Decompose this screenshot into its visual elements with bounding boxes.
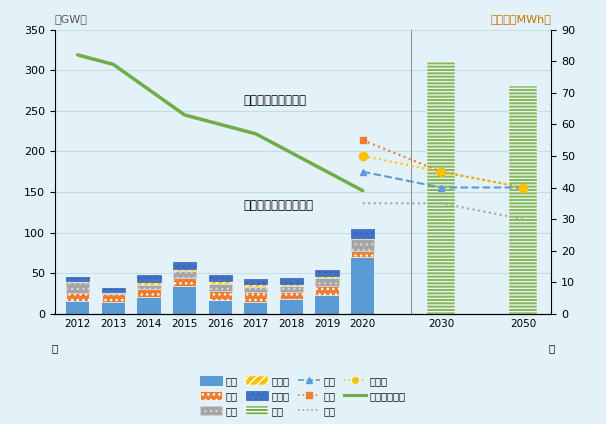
- Text: 新規設備容量（左軸）: 新規設備容量（左軸）: [244, 199, 313, 212]
- Bar: [351, 251, 375, 257]
- Bar: [138, 289, 161, 298]
- Bar: [66, 293, 89, 301]
- Bar: [316, 270, 339, 276]
- Bar: [351, 238, 375, 239]
- Bar: [508, 86, 537, 314]
- Bar: [173, 269, 196, 271]
- Text: 年: 年: [548, 343, 554, 354]
- Bar: [316, 278, 339, 286]
- Bar: [208, 275, 231, 282]
- Bar: [66, 281, 89, 282]
- Text: （GW）: （GW）: [55, 14, 87, 24]
- Bar: [280, 287, 303, 292]
- Bar: [138, 285, 161, 289]
- Bar: [427, 62, 455, 314]
- Bar: [208, 284, 231, 291]
- Bar: [138, 298, 161, 314]
- Bar: [173, 271, 196, 278]
- Legend: 中国, 欧州, 米国, インド, その他, 世界, 中国, 欧州, 米国, インド, 世界（右軸）: 中国, 欧州, 米国, インド, その他, 世界, 中国, 欧州, 米国, イン…: [197, 373, 409, 419]
- Bar: [208, 291, 231, 300]
- Bar: [208, 300, 231, 314]
- Bar: [138, 275, 161, 282]
- Bar: [244, 284, 267, 287]
- Bar: [280, 285, 303, 287]
- Bar: [102, 292, 125, 293]
- Text: （ドル／MWh）: （ドル／MWh）: [491, 14, 551, 24]
- Bar: [102, 301, 125, 314]
- Bar: [351, 239, 375, 251]
- Bar: [316, 295, 339, 314]
- Bar: [102, 288, 125, 292]
- Bar: [102, 294, 125, 301]
- Bar: [244, 287, 267, 293]
- Bar: [351, 257, 375, 314]
- Bar: [138, 282, 161, 285]
- Bar: [351, 229, 375, 238]
- Bar: [66, 282, 89, 293]
- Bar: [173, 262, 196, 269]
- Text: 年: 年: [52, 343, 58, 354]
- Bar: [244, 302, 267, 314]
- Bar: [280, 299, 303, 314]
- Bar: [173, 278, 196, 286]
- Bar: [173, 286, 196, 314]
- Bar: [280, 277, 303, 285]
- Bar: [102, 293, 125, 294]
- Bar: [316, 286, 339, 295]
- Bar: [244, 293, 267, 302]
- Bar: [208, 282, 231, 284]
- Bar: [316, 276, 339, 278]
- Bar: [244, 279, 267, 284]
- Text: 発電コスト（右軸）: 発電コスト（右軸）: [244, 94, 307, 107]
- Bar: [280, 292, 303, 299]
- Bar: [66, 301, 89, 314]
- Bar: [66, 277, 89, 281]
